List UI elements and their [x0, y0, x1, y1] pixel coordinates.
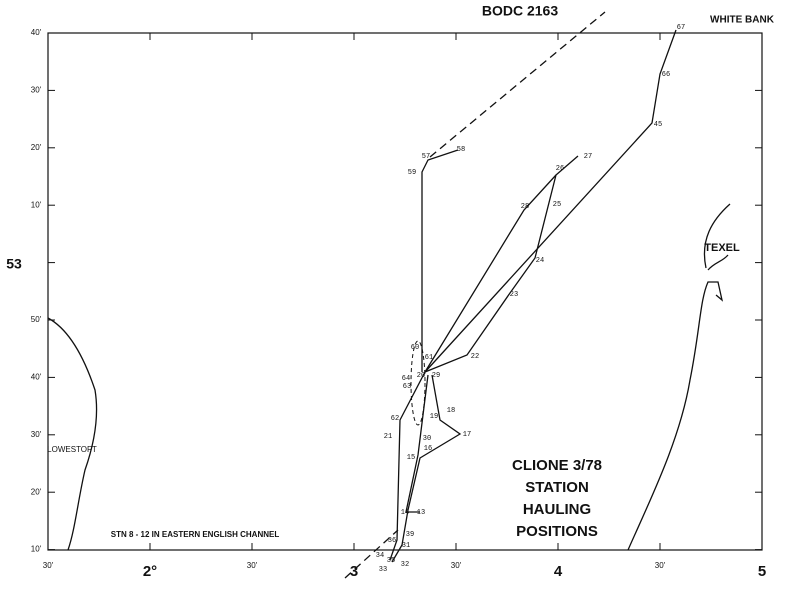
station-label: 34 — [376, 552, 384, 560]
track-segment — [405, 374, 429, 513]
station-label: 25 — [553, 201, 561, 209]
lat-label: 10' — [31, 545, 42, 554]
dashed-line — [344, 11, 606, 579]
track-segment — [421, 149, 459, 372]
station-label: 24 — [536, 257, 544, 265]
station-label: 66 — [662, 71, 670, 79]
dashed-ellipse — [410, 340, 426, 426]
track-segment — [389, 371, 426, 561]
lon-label: 4 — [554, 563, 563, 580]
station-label: 15 — [407, 454, 415, 462]
station-label: 33 — [379, 566, 387, 574]
station-label: 21 — [384, 433, 392, 441]
lon-label: 30' — [451, 561, 462, 570]
station-label: 31 — [402, 542, 410, 550]
station-label: 19 — [430, 413, 438, 421]
place-label: WHITE BANK — [710, 15, 775, 26]
station-label: 29 — [432, 372, 440, 380]
note: STN 8 - 12 IN EASTERN ENGLISH CHANNEL — [111, 530, 280, 539]
station-label: 35 — [387, 557, 395, 565]
track — [389, 29, 677, 563]
lat-label: 40' — [31, 373, 42, 382]
station-label: 26 — [556, 165, 564, 173]
lat-label: 40' — [31, 28, 42, 37]
caption-line: HAULING — [523, 501, 591, 518]
lon-label: 30' — [43, 561, 54, 570]
lat-label: 53 — [6, 255, 22, 271]
station-label: 32 — [401, 561, 409, 569]
map-frame — [47, 32, 763, 551]
lon-label: 3 — [350, 563, 358, 580]
station-label: 45 — [654, 121, 662, 129]
caption-line: POSITIONS — [516, 523, 598, 540]
station-label: 16 — [424, 445, 432, 453]
station-label: 63 — [403, 383, 411, 391]
lat-label: 50' — [31, 315, 42, 324]
caption-line: STATION — [525, 479, 589, 496]
lon-label: 30' — [655, 561, 666, 570]
station-label: 36 — [388, 537, 396, 545]
station-label: 58 — [457, 146, 465, 154]
lon-label: 2° — [143, 563, 157, 580]
coastline — [47, 317, 98, 551]
track-segment — [391, 374, 462, 563]
station-label: 20 — [417, 372, 425, 380]
station-label: 13 — [417, 509, 425, 517]
lat-label: 30' — [31, 86, 42, 95]
station-label: 62 — [391, 415, 399, 423]
station-label: 61 — [425, 354, 433, 362]
station-label: 64 — [402, 375, 410, 383]
station-label: 39 — [406, 531, 414, 539]
caption-line: CLIONE 3/78 — [512, 457, 602, 474]
station-label: 23 — [510, 291, 518, 299]
station-label: 17 — [463, 431, 471, 439]
place-label: LOWESTOFT — [47, 445, 97, 454]
station-label: 28 — [521, 203, 529, 211]
station-label: 30 — [423, 435, 431, 443]
station-label: 67 — [677, 24, 685, 32]
lat-label: 20' — [31, 143, 42, 152]
lat-label: 10' — [31, 200, 42, 209]
station-label: 22 — [471, 353, 479, 361]
station-label: 57 — [422, 153, 430, 161]
lat-label: 20' — [31, 487, 42, 496]
station-label: 60 — [411, 344, 419, 352]
track-segment — [424, 29, 677, 373]
track-segment — [424, 174, 557, 373]
lon-label: 5 — [758, 563, 766, 580]
coastline — [627, 203, 731, 551]
station-label: 59 — [408, 169, 416, 177]
lat-label: 30' — [31, 430, 42, 439]
place-label: TEXEL — [704, 242, 740, 254]
caption: CLIONE 3/78 STATION HAULING POSITIONS — [512, 457, 602, 540]
station-label: 27 — [584, 153, 592, 161]
map-title: BODC 2163 — [482, 3, 558, 19]
station-label: 18 — [447, 407, 455, 415]
track-segment — [424, 155, 579, 373]
station-label: 14 — [401, 509, 409, 517]
lon-label: 30' — [247, 561, 258, 570]
